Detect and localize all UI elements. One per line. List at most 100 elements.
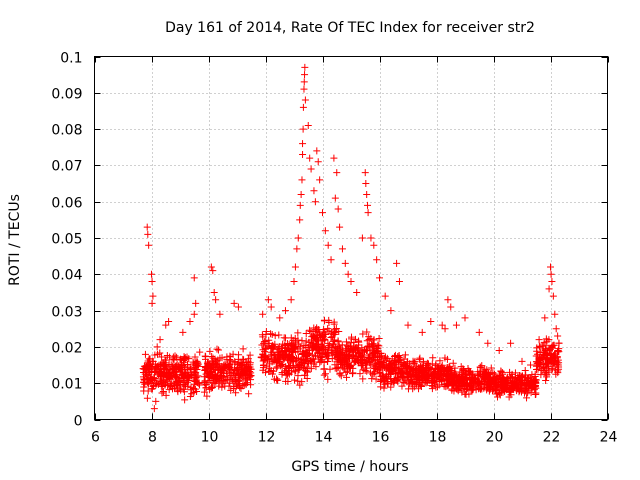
data-point — [507, 391, 515, 399]
data-point — [267, 303, 275, 311]
data-point — [540, 338, 548, 346]
data-point — [419, 359, 427, 367]
data-point — [226, 379, 234, 387]
data-point — [380, 362, 388, 370]
data-point — [305, 359, 313, 367]
data-point — [495, 347, 503, 355]
data-point — [414, 364, 422, 372]
tick-layer: 6 8 10 12 14 16 18 20 22 24 0 0.01 0.02 0.03 0.04 0.05 0… — [51, 51, 617, 446]
data-point — [336, 352, 344, 360]
data-point — [325, 341, 333, 349]
data-point — [388, 355, 396, 363]
data-point — [271, 332, 279, 340]
data-point — [165, 361, 173, 369]
data-point — [355, 350, 363, 358]
data-point — [454, 376, 462, 384]
data-point — [549, 292, 557, 300]
x-tick-label: 16 — [372, 430, 390, 446]
data-point — [209, 379, 217, 387]
data-point — [348, 370, 356, 378]
data-point — [227, 357, 235, 365]
data-point — [317, 357, 325, 365]
data-point — [447, 366, 455, 374]
data-point — [404, 385, 412, 393]
data-point — [547, 270, 555, 278]
data-point — [324, 349, 332, 357]
data-point — [496, 372, 504, 380]
data-point — [156, 380, 164, 388]
data-point — [554, 367, 562, 375]
data-point — [143, 394, 151, 402]
data-point — [554, 346, 562, 354]
y-tick-label: 0 — [74, 414, 83, 430]
data-point — [542, 377, 550, 385]
data-point — [533, 350, 541, 358]
data-point — [545, 285, 553, 293]
data-point — [541, 314, 549, 322]
data-point — [370, 346, 378, 354]
data-point — [338, 341, 346, 349]
data-point — [306, 154, 314, 162]
data-point — [179, 362, 187, 370]
y-tick-label: 0.09 — [51, 87, 82, 103]
data-point — [191, 385, 199, 393]
data-point — [276, 354, 284, 362]
data-point — [188, 390, 196, 398]
data-point — [364, 201, 372, 209]
data-point — [258, 331, 266, 339]
data-point — [387, 365, 395, 373]
data-point — [275, 331, 283, 339]
data-point — [214, 346, 222, 354]
data-point — [291, 344, 299, 352]
data-point — [376, 274, 383, 282]
data-point — [213, 376, 221, 384]
data-point — [518, 357, 526, 365]
data-point — [499, 385, 507, 393]
data-point — [533, 365, 541, 373]
data-point — [425, 366, 433, 374]
data-point — [554, 332, 562, 340]
data-point — [291, 376, 299, 384]
data-point — [387, 383, 395, 391]
data-point — [460, 367, 468, 375]
data-point — [180, 373, 188, 381]
data-point — [383, 370, 391, 378]
data-point — [271, 351, 279, 359]
x-tick-label: 20 — [486, 430, 504, 446]
data-point — [294, 329, 302, 337]
data-point — [216, 310, 224, 318]
data-point — [388, 378, 396, 386]
data-point — [473, 380, 481, 388]
data-point — [149, 292, 157, 300]
data-point — [228, 366, 236, 374]
data-point — [179, 358, 187, 366]
data-point — [442, 383, 450, 391]
data-point — [324, 375, 332, 383]
data-point — [369, 340, 377, 348]
data-point — [163, 351, 171, 359]
data-point — [393, 259, 401, 267]
data-point — [312, 363, 320, 371]
data-point — [185, 355, 193, 363]
data-point — [335, 355, 343, 363]
data-point — [316, 330, 324, 338]
data-point — [282, 377, 290, 385]
data-point — [299, 140, 307, 148]
data-point — [436, 357, 444, 365]
data-point — [201, 377, 209, 385]
data-point — [346, 363, 354, 371]
data-point — [190, 310, 198, 318]
data-point — [481, 372, 489, 380]
data-point — [412, 369, 420, 377]
data-point — [448, 385, 456, 393]
data-point — [338, 245, 346, 253]
data-point — [375, 334, 383, 342]
data-point — [483, 366, 491, 374]
data-point — [234, 360, 242, 368]
data-point — [363, 328, 371, 336]
data-point — [206, 347, 214, 355]
data-point — [148, 278, 156, 286]
data-point — [370, 336, 378, 344]
data-point — [493, 375, 501, 383]
data-point — [281, 351, 289, 359]
